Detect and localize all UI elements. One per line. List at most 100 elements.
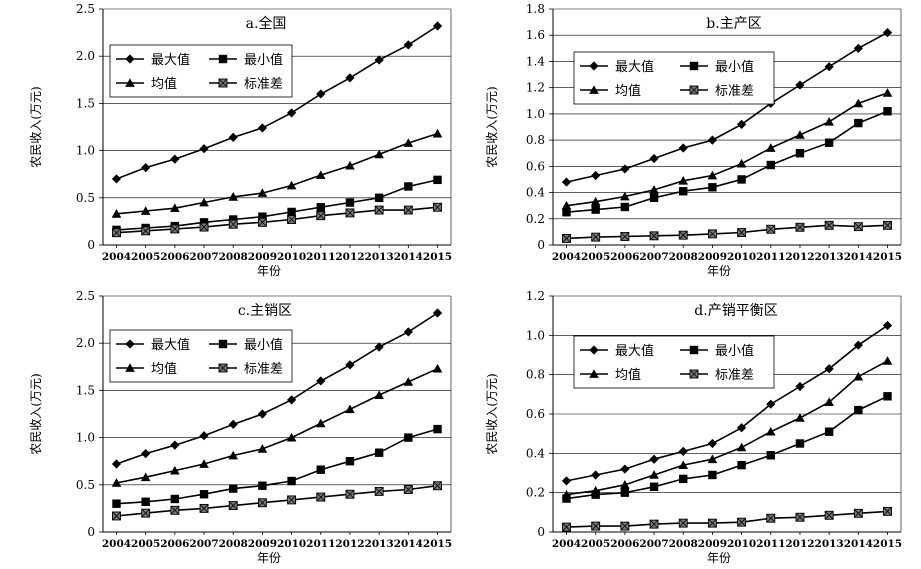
chart-b-data-point xyxy=(707,135,718,145)
chart-a-data-point xyxy=(404,182,413,191)
chart-a-xtick-label: 2008 xyxy=(219,251,248,263)
chart-c-legend-marker xyxy=(125,363,135,372)
chart-a-ytick-label: 2.5 xyxy=(76,2,95,16)
chart-a-legend-item: 均值 xyxy=(116,76,177,92)
chart-d-series-line xyxy=(566,360,888,496)
chart-b-data-point xyxy=(591,205,600,214)
chart-a-data-point xyxy=(287,215,297,224)
chart-d-data-point xyxy=(766,513,776,523)
chart-b-data-point-x2 xyxy=(854,222,863,231)
chart-a-data-point xyxy=(170,154,180,164)
chart-a-data-point xyxy=(199,197,209,207)
chart-a-data-point xyxy=(374,205,384,215)
chart-b-data-point xyxy=(620,202,630,212)
chart-b-ytick-label: 0.8 xyxy=(526,133,545,147)
chart-a-data-point xyxy=(374,55,384,65)
chart-d-data-point xyxy=(678,518,688,528)
chart-d-series-line xyxy=(566,510,888,528)
chart-d-data-point xyxy=(736,423,747,433)
chart-c-data-point xyxy=(170,465,180,475)
chart-d-legend-marker xyxy=(589,345,599,355)
chart-d-legend-box xyxy=(573,335,775,389)
chart-b: 0 0.2 0.4 0.6 0.8 1.0 1.2 1.4 1.6 1.8 2004 2005 2006… xyxy=(485,2,902,278)
chart-a-data-point xyxy=(403,138,414,147)
chart-a-legend-box xyxy=(109,44,293,98)
chart-d-data-point xyxy=(620,488,630,497)
chart-d-data-point xyxy=(854,405,863,415)
chart-a-data-point-x2 xyxy=(228,219,238,229)
chart-d-xtick-label: 2007 xyxy=(639,538,668,550)
chart-a-series-3 xyxy=(112,202,442,238)
chart-d-xtick-label: 2005 xyxy=(581,538,610,550)
chart-a-data-point-x2 xyxy=(258,218,267,227)
chart-d-data-point-x2 xyxy=(795,512,805,522)
chart-b-legend-item: 最大值 xyxy=(580,59,654,75)
chart-a-data-point xyxy=(229,215,238,224)
chart-d-data-point xyxy=(737,517,747,527)
chart-b-title: b.主产区 xyxy=(706,16,761,32)
chart-d-series-line xyxy=(566,395,888,500)
chart-d-ytick-label: 1.0 xyxy=(526,328,545,342)
chart-a-data-point xyxy=(374,193,384,202)
chart-b-data-point xyxy=(765,143,776,152)
chart-b-data-point xyxy=(795,130,805,139)
chart-b-xtick-label: 2004 xyxy=(552,251,581,263)
chart-c-legend-marker xyxy=(125,339,135,349)
chart-a-data-point xyxy=(433,202,442,212)
chart-b-xtick-label: 2014 xyxy=(844,251,873,263)
chart-c-ylabel: 农民收入(万元) xyxy=(29,373,43,454)
chart-c-legend-marker xyxy=(218,363,228,373)
chart-d-data-point xyxy=(707,518,717,528)
chart-b-data-point xyxy=(737,175,746,184)
chart-a-ytick-label: 0 xyxy=(87,238,95,252)
chart-a-data-point xyxy=(286,108,297,118)
chart-c-data-point-x2 xyxy=(112,511,121,521)
chart-d-legend-label: 最小值 xyxy=(715,343,754,359)
chart-c-data-point xyxy=(199,431,209,441)
chart-c: 0 0.5 1.0 1.5 2.0 2.5 2004 2005 2006 2007 2008 2009… xyxy=(29,289,452,565)
chart-b-series-line xyxy=(566,92,888,207)
chart-d-legend-item: 最小值 xyxy=(680,343,754,359)
chart-b-ytick-label: 1.8 xyxy=(526,2,545,16)
chart-b-xtick-label: 2015 xyxy=(873,251,902,263)
chart-d-data-point xyxy=(736,442,747,452)
chart-d-data-point xyxy=(561,476,572,486)
chart-c-data-point xyxy=(199,503,209,513)
chart-c-legend-item: 最小值 xyxy=(209,337,283,353)
chart-b-series-line xyxy=(566,224,888,240)
chart-a-data-point xyxy=(228,219,238,229)
chart-d-legend-marker xyxy=(689,345,699,355)
chart-d-data-point-x2 xyxy=(766,513,776,523)
chart-a-data-point xyxy=(170,203,180,213)
chart-d-data-point xyxy=(649,470,659,479)
chart-b-data-point xyxy=(766,224,776,234)
chart-c-data-point xyxy=(141,508,151,518)
chart-a-data-point xyxy=(316,89,326,99)
chart-a-data-point xyxy=(111,174,122,184)
chart-d-data-point xyxy=(678,460,689,469)
chart-d-legend-item: 均值 xyxy=(580,367,641,383)
chart-d-data-point xyxy=(620,464,630,474)
chart-c-xtick-label: 2007 xyxy=(189,538,218,550)
chart-b-data-point xyxy=(649,185,659,194)
chart-b-data-point xyxy=(737,228,747,237)
chart-d-data-point xyxy=(707,438,718,449)
chart-b-data-point-x2 xyxy=(795,223,805,232)
chart-d-data-point-x2 xyxy=(883,507,892,516)
chart-c-data-point xyxy=(199,490,209,499)
chart-c-data-point-x2 xyxy=(228,501,238,510)
chart-a-title: a.全国 xyxy=(246,15,287,32)
chart-c-data-point xyxy=(316,492,326,502)
chart-c-legend-item: 标准差 xyxy=(209,362,283,377)
chart-b-legend-item: 最小值 xyxy=(680,59,754,75)
chart-c-data-point xyxy=(170,440,180,450)
chart-d-data-point xyxy=(795,381,805,392)
chart-a-data-point xyxy=(432,21,443,31)
chart-a-data-point xyxy=(374,149,384,159)
chart-d-series-3 xyxy=(562,506,892,532)
chart-c-data-point-x2 xyxy=(404,485,413,494)
chart-a-data-point xyxy=(141,226,151,236)
chart-b-data-point xyxy=(649,231,659,241)
chart-b-ytick-label: 1.6 xyxy=(526,28,545,42)
